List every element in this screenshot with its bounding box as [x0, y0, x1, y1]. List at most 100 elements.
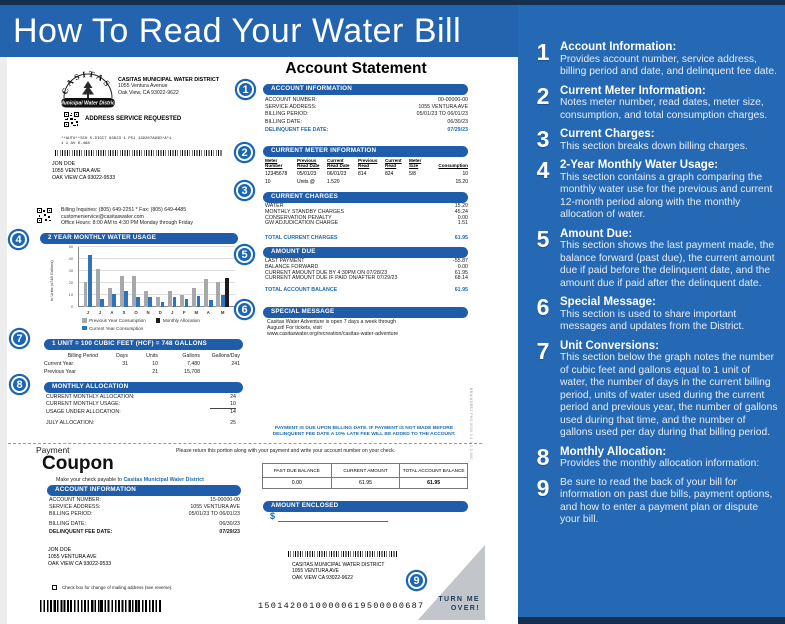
panel-item-body: This section breaks down billing charges… — [560, 140, 748, 152]
coupon-account-row: ACCOUNT NUMBER: 15-00000-00 — [49, 497, 240, 503]
delinquent-fee-date-row: DELINQUENT FEE DATE: 07/29/23 — [265, 127, 468, 133]
payment-due-note: PAYMENT IS DUE UPON BILLING DATE. IF PAY… — [272, 426, 456, 438]
charge-row: MONTHLY STANDBY CHARGES 45.24 — [265, 208, 468, 215]
panel-item-body: This section contains a graph comparing … — [560, 171, 773, 221]
address-service-note: ADDRESS SERVICE REQUESTED — [85, 116, 182, 122]
unit-conversion-heading: 1 UNIT = 100 CUBIC FEET (HCF) = 748 GALL… — [44, 339, 243, 350]
return-portion-note: Please return this portion along with yo… — [176, 448, 396, 454]
balance-value-cell: 61.95 — [330, 478, 400, 490]
account-info-row: ACCOUNT NUMBER: 00-00000-00 — [265, 97, 468, 103]
amount-due-row: LAST PAYMENT -55.87 — [265, 258, 468, 264]
tree-icon — [82, 81, 94, 95]
top-edge-strip — [0, 0, 785, 5]
legend-monthly-allocation: Monthly Allocation — [155, 318, 200, 323]
coupon-barcode — [40, 600, 162, 612]
district-address-block: CASITAS MUNICIPAL WATER DISTRICT 1055 Ve… — [118, 77, 248, 97]
special-message-text: Casitas Water Adventure is open 7 days a… — [267, 319, 399, 337]
meter-col-header: Consumption — [438, 163, 468, 169]
amount-due-rows: LAST PAYMENT -55.87 BALANCE FORWARD 0.00 CUR… — [265, 258, 468, 282]
edge-microprint: BRAINGEEZ PHS-9020 1.1 1.2.5-600 — [469, 388, 473, 460]
callout-3: 3 — [236, 182, 253, 199]
coupon-recipient-address: JON DOE 1055 VENTURA AVE OAK VIEW CA 930… — [48, 547, 112, 567]
panel-item: 2 Current Meter Information: Notes meter… — [528, 84, 779, 123]
chart-legend: Previous Year Consumption Monthly Alloca… — [82, 318, 200, 333]
panel-item: 5 Amount Due: This section shows the las… — [528, 227, 779, 291]
amount-enclosed-line — [278, 521, 388, 522]
conversion-col-header: Days — [116, 353, 128, 359]
panel-item-number: 1 — [536, 39, 550, 65]
coupon-label-big: Coupon — [42, 453, 114, 474]
legend-row-2: Current Year Consumption — [82, 326, 200, 331]
balance-col-header: TOTAL ACCOUNT BALANCE — [399, 463, 468, 478]
recipient-name: JON DOE — [52, 161, 76, 167]
meter-col-header: Current Read — [385, 158, 402, 169]
chart-y-ticks: 0 10 20 30 40 50 — [68, 244, 73, 309]
allocation-row: USAGE UNDER ALLOCATION: 14 — [46, 409, 236, 416]
panel-item-number: 7 — [536, 337, 550, 364]
meter-info-heading: CURRENT METER INFORMATION — [263, 146, 468, 157]
contact-email: customerservice@casitaswater.com — [61, 213, 144, 220]
charge-row: GW ADJUDICATION CHARGE 1.51 — [265, 220, 468, 227]
coupon-delinquent-row: DELINQUENT FEE DATE: 07/29/23 — [49, 529, 240, 535]
coupon-label-small: Payment — [36, 445, 70, 455]
statement-title: Account Statement — [285, 60, 427, 77]
meter-col-header: Previous Read — [358, 158, 378, 169]
balance-table: PAST DUE BALANCE CURRENT AMOUNT TOTAL ACCO… — [262, 463, 468, 490]
legend-previous-year: Previous Year Consumption — [82, 318, 146, 323]
balance-col-header: CURRENT AMOUNT — [330, 463, 400, 478]
panel-item: 7 Unit Conversions: This section below t… — [528, 337, 779, 440]
allocation-row: CURRENT MONTHLY USAGE: 10 — [46, 401, 236, 410]
change-address-row: Check box for change of mailing address … — [52, 585, 182, 591]
fold-corner: TURN ME OVER! — [418, 545, 485, 620]
charges-rows: WATER 15.20 MONTHLY STANDBY CHARGES 45.24 CO… — [265, 203, 468, 227]
coupon-account-row: SERVICE ADDRESS: 1055 VENTURA AVE — [49, 504, 240, 511]
legend-row-1: Previous Year Consumption Monthly Alloca… — [82, 318, 200, 323]
conversion-col-header: Billing Period — [67, 353, 98, 359]
left-gutter — [0, 57, 7, 624]
july-allocation-row: JULY ALLOCATION: 25 — [46, 420, 236, 426]
meter-col-header: Meter Number — [265, 158, 283, 169]
currency-symbol: $ — [270, 511, 276, 521]
meter-value-cell: 12345678 — [265, 171, 288, 177]
conversion-header-row: Billing Period Days Units Gallons Gallons/Da… — [44, 352, 240, 360]
callout-4: 4 — [10, 231, 27, 248]
billing-inquiries-line: Billing Inquiries: (805) 649-2251 * Fax:… — [61, 207, 187, 213]
amount-due-row: BALANCE FORWARD 0.00 — [265, 263, 468, 270]
district-addr1: 1055 Ventura Avenue — [118, 83, 168, 90]
panel-item-number: 9 — [536, 474, 550, 501]
panel-item-number: 3 — [536, 126, 550, 152]
meter-col-header: Previous Read Date — [297, 158, 320, 169]
conversion-rows: Current Year 31 10 7,480 241 Previous Ye… — [44, 361, 240, 375]
recipient-address: JON DOE 1055 VENTURA AVE OAK VIEW CA 930… — [52, 161, 115, 181]
coupon-account-info-heading: ACCOUNT INFORMATION — [47, 485, 241, 496]
account-info-heading: ACCOUNT INFORMATION — [263, 84, 468, 95]
change-address-note: Check box for change of mailing address … — [62, 585, 173, 590]
panel-item-body: Be sure to read the back of your bill fo… — [560, 476, 773, 526]
balance-col-header: PAST DUE BALANCE — [262, 463, 331, 478]
bottom-edge-strip — [518, 617, 785, 624]
panel-item-title: Amount Due: — [560, 227, 633, 240]
district-logo: CASITAS Municipal Water District — [60, 70, 116, 108]
coupon-account-row: BILLING DATE: 06/30/23 — [49, 521, 240, 528]
callout-9: 9 — [408, 572, 425, 589]
conversion-col-header: Units — [146, 353, 158, 359]
meter-col-header: Meter Size — [409, 158, 422, 169]
amount-due-heading: AMOUNT DUE — [263, 247, 468, 258]
mail-sort-line1: **AUTO**SCH 5-DIGIT 93023 1 P51 139207A9… — [61, 137, 172, 141]
special-message-heading: SPECIAL MESSAGE — [263, 307, 468, 318]
charge-row: CONSERVATION PENALTY 0.00 — [265, 214, 468, 221]
mail-sort-lines: **AUTO**SCH 5-DIGIT 93023 1 P51 139207A9… — [61, 137, 171, 147]
balance-value-cell: 0.00 — [262, 478, 331, 490]
conversion-period: Current Year — [44, 361, 74, 367]
current-charges-heading: CURRENT CHARGES — [263, 192, 468, 203]
conversion-col-header: Gallons — [182, 353, 200, 359]
payable-district-name: Casitas Municipal Water District — [123, 477, 204, 483]
total-account-balance-row: TOTAL ACCOUNT BALANCE 61.95 — [265, 287, 468, 293]
panel-item-number: 4 — [536, 157, 550, 183]
callout-7: 7 — [11, 330, 28, 347]
panel-item-title: Current Charges: — [560, 128, 655, 140]
qr-code-icon — [64, 112, 79, 127]
balance-table-header: PAST DUE BALANCE CURRENT AMOUNT TOTAL ACCO… — [262, 463, 468, 478]
panel-item-number: 6 — [536, 294, 550, 320]
